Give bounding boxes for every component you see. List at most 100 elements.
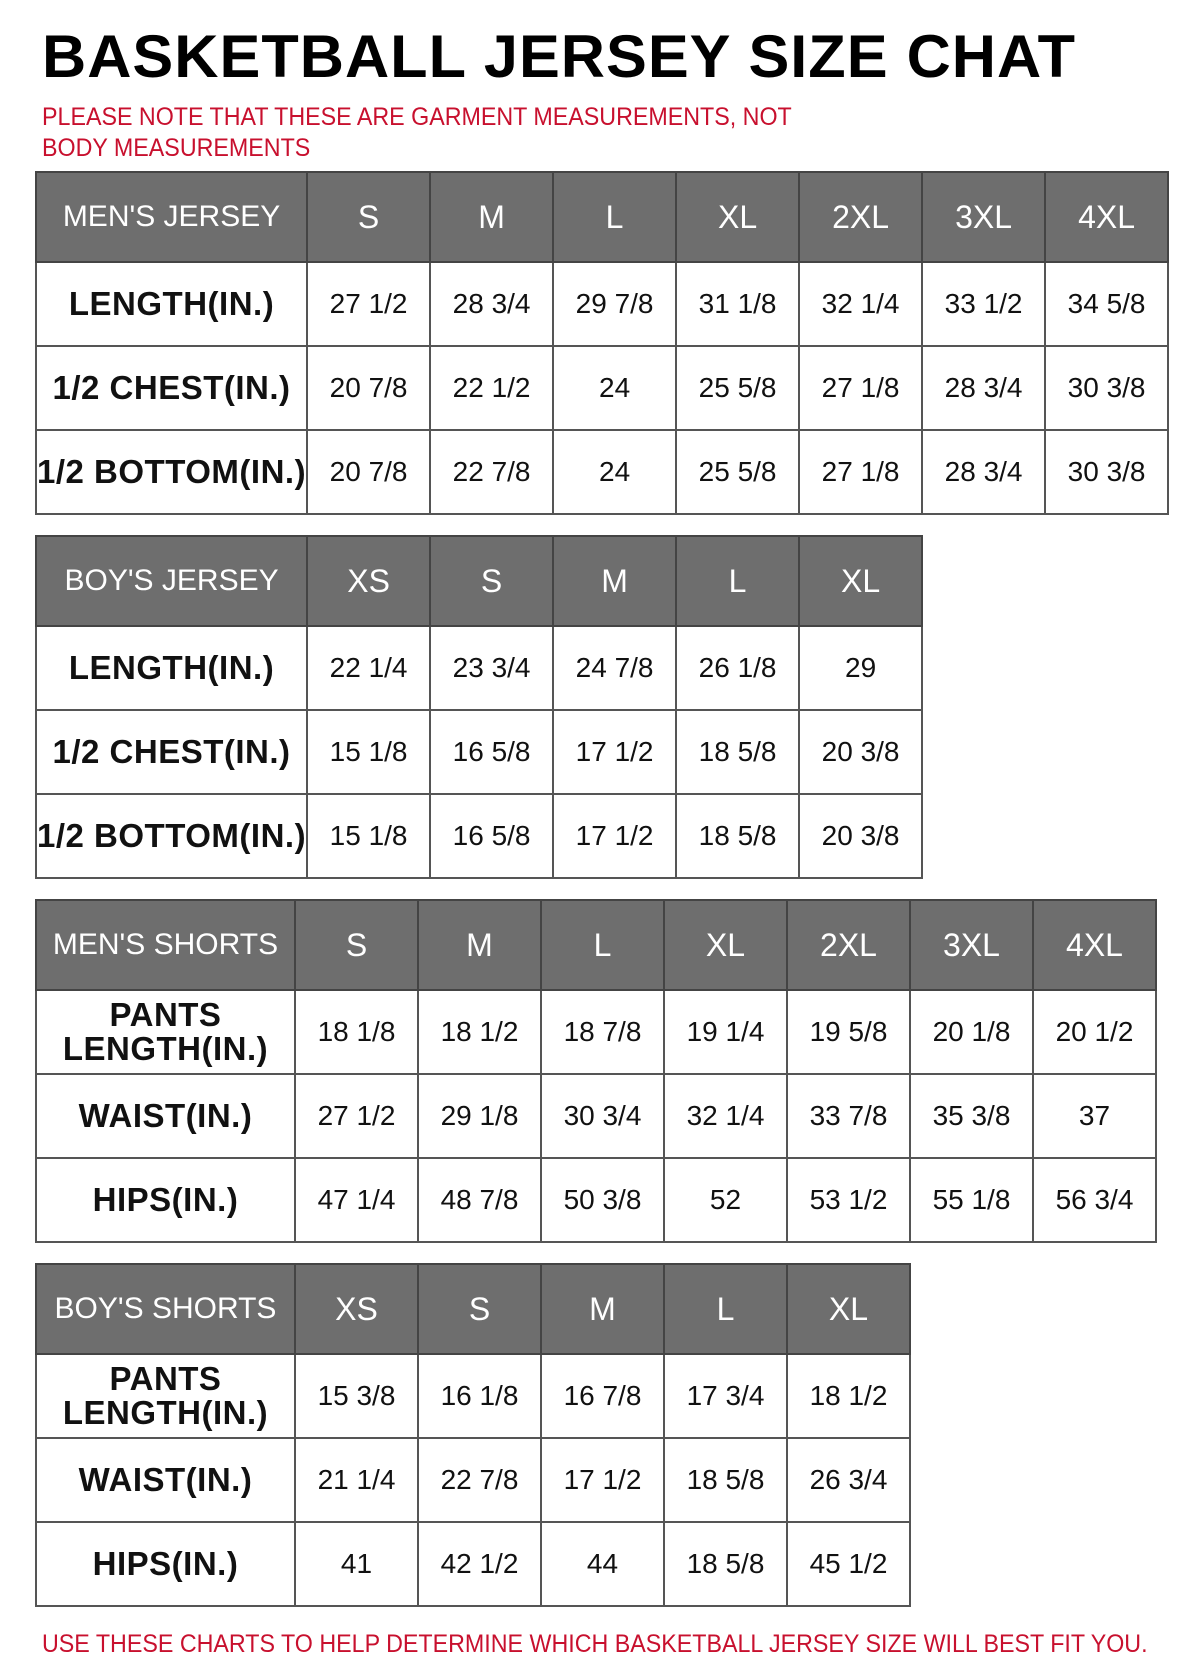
table-row: LENGTH(IN.) 27 1/2 28 3/4 29 7/8 31 1/8 32 1/… <box>34 261 1170 347</box>
measurement-cell: 27 1/8 <box>798 429 924 515</box>
size-header: M <box>540 1263 665 1355</box>
row-label: LENGTH(IN.) <box>34 625 309 711</box>
measurement-cell: 29 7/8 <box>552 261 678 347</box>
measurement-cell: 29 1/8 <box>417 1073 542 1159</box>
measurement-cell: 24 <box>552 345 678 431</box>
measurement-cell: 20 7/8 <box>306 345 432 431</box>
measurement-cell: 15 3/8 <box>294 1353 419 1439</box>
header-row: MEN'S JERSEY S M L XL 2XL 3XL 4XL <box>34 171 1170 263</box>
measurement-cell: 22 1/4 <box>306 625 432 711</box>
measurement-cell: 44 <box>540 1521 665 1607</box>
measurement-cell: 27 1/8 <box>798 345 924 431</box>
measurement-note: PLEASE NOTE THAT THESE ARE GARMENT MEASU… <box>42 103 792 162</box>
boys-shorts-table: BOY'S SHORTS XS S M L XL PANTS LENGTH(IN.) 15 3… <box>35 1263 911 1607</box>
row-label: 1/2 BOTTOM(IN.) <box>34 429 309 515</box>
size-header: S <box>306 171 432 263</box>
footer-note: USE THESE CHARTS TO HELP DETERMINE WHICH… <box>42 1630 1148 1658</box>
measurement-cell: 17 1/2 <box>540 1437 665 1523</box>
measurement-cell: 27 1/2 <box>306 261 432 347</box>
row-label: 1/2 CHEST(IN.) <box>34 345 309 431</box>
measurement-cell: 42 1/2 <box>417 1521 542 1607</box>
measurement-cell: 18 1/2 <box>786 1353 911 1439</box>
size-header: XL <box>675 171 801 263</box>
size-header: M <box>429 171 555 263</box>
table-row: 1/2 BOTTOM(IN.) 20 7/8 22 7/8 24 25 5/8 27 1/… <box>34 429 1170 515</box>
mens-shorts-table: MEN'S SHORTS S M L XL 2XL 3XL 4XL PANTS LENGTH(I… <box>35 899 1157 1243</box>
measurement-cell: 33 1/2 <box>921 261 1047 347</box>
row-label: 1/2 CHEST(IN.) <box>34 709 309 795</box>
measurement-cell: 16 1/8 <box>417 1353 542 1439</box>
row-label: WAIST(IN.) <box>35 1073 296 1159</box>
table-row: LENGTH(IN.) 22 1/4 23 3/4 24 7/8 26 1/8 29 <box>34 625 924 711</box>
measurement-cell: 18 1/8 <box>294 989 419 1075</box>
size-header: S <box>429 535 555 627</box>
table-heading: MEN'S SHORTS <box>35 899 296 991</box>
measurement-cell: 31 1/8 <box>675 261 801 347</box>
table-row: 1/2 BOTTOM(IN.) 15 1/8 16 5/8 17 1/2 18 5/8 2… <box>34 793 924 879</box>
measurement-cell: 17 3/4 <box>663 1353 788 1439</box>
measurement-cell: 52 <box>663 1157 788 1243</box>
measurement-cell: 20 3/8 <box>798 793 924 879</box>
row-label: LENGTH(IN.) <box>34 261 309 347</box>
measurement-cell: 20 1/2 <box>1032 989 1157 1075</box>
size-header: M <box>552 535 678 627</box>
measurement-cell: 21 1/4 <box>294 1437 419 1523</box>
measurement-cell: 30 3/8 <box>1044 429 1170 515</box>
measurement-cell: 28 3/4 <box>429 261 555 347</box>
size-header: XL <box>798 535 924 627</box>
size-header: 3XL <box>909 899 1034 991</box>
size-header: M <box>417 899 542 991</box>
size-header: 2XL <box>798 171 924 263</box>
size-header: XL <box>786 1263 911 1355</box>
row-label: 1/2 BOTTOM(IN.) <box>34 793 309 879</box>
size-header: L <box>675 535 801 627</box>
measurement-cell: 26 3/4 <box>786 1437 911 1523</box>
header-row: BOY'S SHORTS XS S M L XL <box>35 1263 911 1355</box>
measurement-cell: 34 5/8 <box>1044 261 1170 347</box>
table-heading: BOY'S SHORTS <box>35 1263 296 1355</box>
table-row: 1/2 CHEST(IN.) 20 7/8 22 1/2 24 25 5/8 27 1/8… <box>34 345 1170 431</box>
measurement-cell: 25 5/8 <box>675 345 801 431</box>
size-header: 4XL <box>1032 899 1157 991</box>
measurement-cell: 19 5/8 <box>786 989 911 1075</box>
measurement-cell: 24 <box>552 429 678 515</box>
measurement-cell: 45 1/2 <box>786 1521 911 1607</box>
measurement-cell: 41 <box>294 1521 419 1607</box>
row-label: WAIST(IN.) <box>35 1437 296 1523</box>
measurement-cell: 27 1/2 <box>294 1073 419 1159</box>
header-row: MEN'S SHORTS S M L XL 2XL 3XL 4XL <box>35 899 1157 991</box>
measurement-cell: 48 7/8 <box>417 1157 542 1243</box>
measurement-cell: 18 5/8 <box>675 793 801 879</box>
row-label: HIPS(IN.) <box>35 1521 296 1607</box>
size-header: S <box>417 1263 542 1355</box>
measurement-cell: 28 3/4 <box>921 345 1047 431</box>
measurement-cell: 19 1/4 <box>663 989 788 1075</box>
measurement-cell: 16 7/8 <box>540 1353 665 1439</box>
measurement-cell: 22 1/2 <box>429 345 555 431</box>
measurement-cell: 16 5/8 <box>429 793 555 879</box>
measurement-cell: 56 3/4 <box>1032 1157 1157 1243</box>
measurement-cell: 16 5/8 <box>429 709 555 795</box>
measurement-cell: 18 7/8 <box>540 989 665 1075</box>
measurement-cell: 55 1/8 <box>909 1157 1034 1243</box>
measurement-cell: 18 5/8 <box>675 709 801 795</box>
measurement-cell: 17 1/2 <box>552 709 678 795</box>
measurement-cell: 47 1/4 <box>294 1157 419 1243</box>
measurement-cell: 22 7/8 <box>429 429 555 515</box>
table-row: WAIST(IN.) 27 1/2 29 1/8 30 3/4 32 1/4 33 7/8… <box>35 1073 1157 1159</box>
measurement-cell: 20 3/8 <box>798 709 924 795</box>
size-header: S <box>294 899 419 991</box>
measurement-cell: 23 3/4 <box>429 625 555 711</box>
size-header: 2XL <box>786 899 911 991</box>
boys-jersey-table: BOY'S JERSEY XS S M L XL LENGTH(IN.) 22 1/4 23 3… <box>34 535 924 879</box>
measurement-cell: 28 3/4 <box>921 429 1047 515</box>
measurement-cell: 50 3/8 <box>540 1157 665 1243</box>
table-row: PANTS LENGTH(IN.) 18 1/8 18 1/2 18 7/8 19 1/… <box>35 989 1157 1075</box>
measurement-cell: 25 5/8 <box>675 429 801 515</box>
table-row: PANTS LENGTH(IN.) 15 3/8 16 1/8 16 7/8 17 3/… <box>35 1353 911 1439</box>
size-header: XL <box>663 899 788 991</box>
table-row: 1/2 CHEST(IN.) 15 1/8 16 5/8 17 1/2 18 5/8 20… <box>34 709 924 795</box>
size-header: L <box>552 171 678 263</box>
size-header: L <box>663 1263 788 1355</box>
measurement-cell: 30 3/8 <box>1044 345 1170 431</box>
